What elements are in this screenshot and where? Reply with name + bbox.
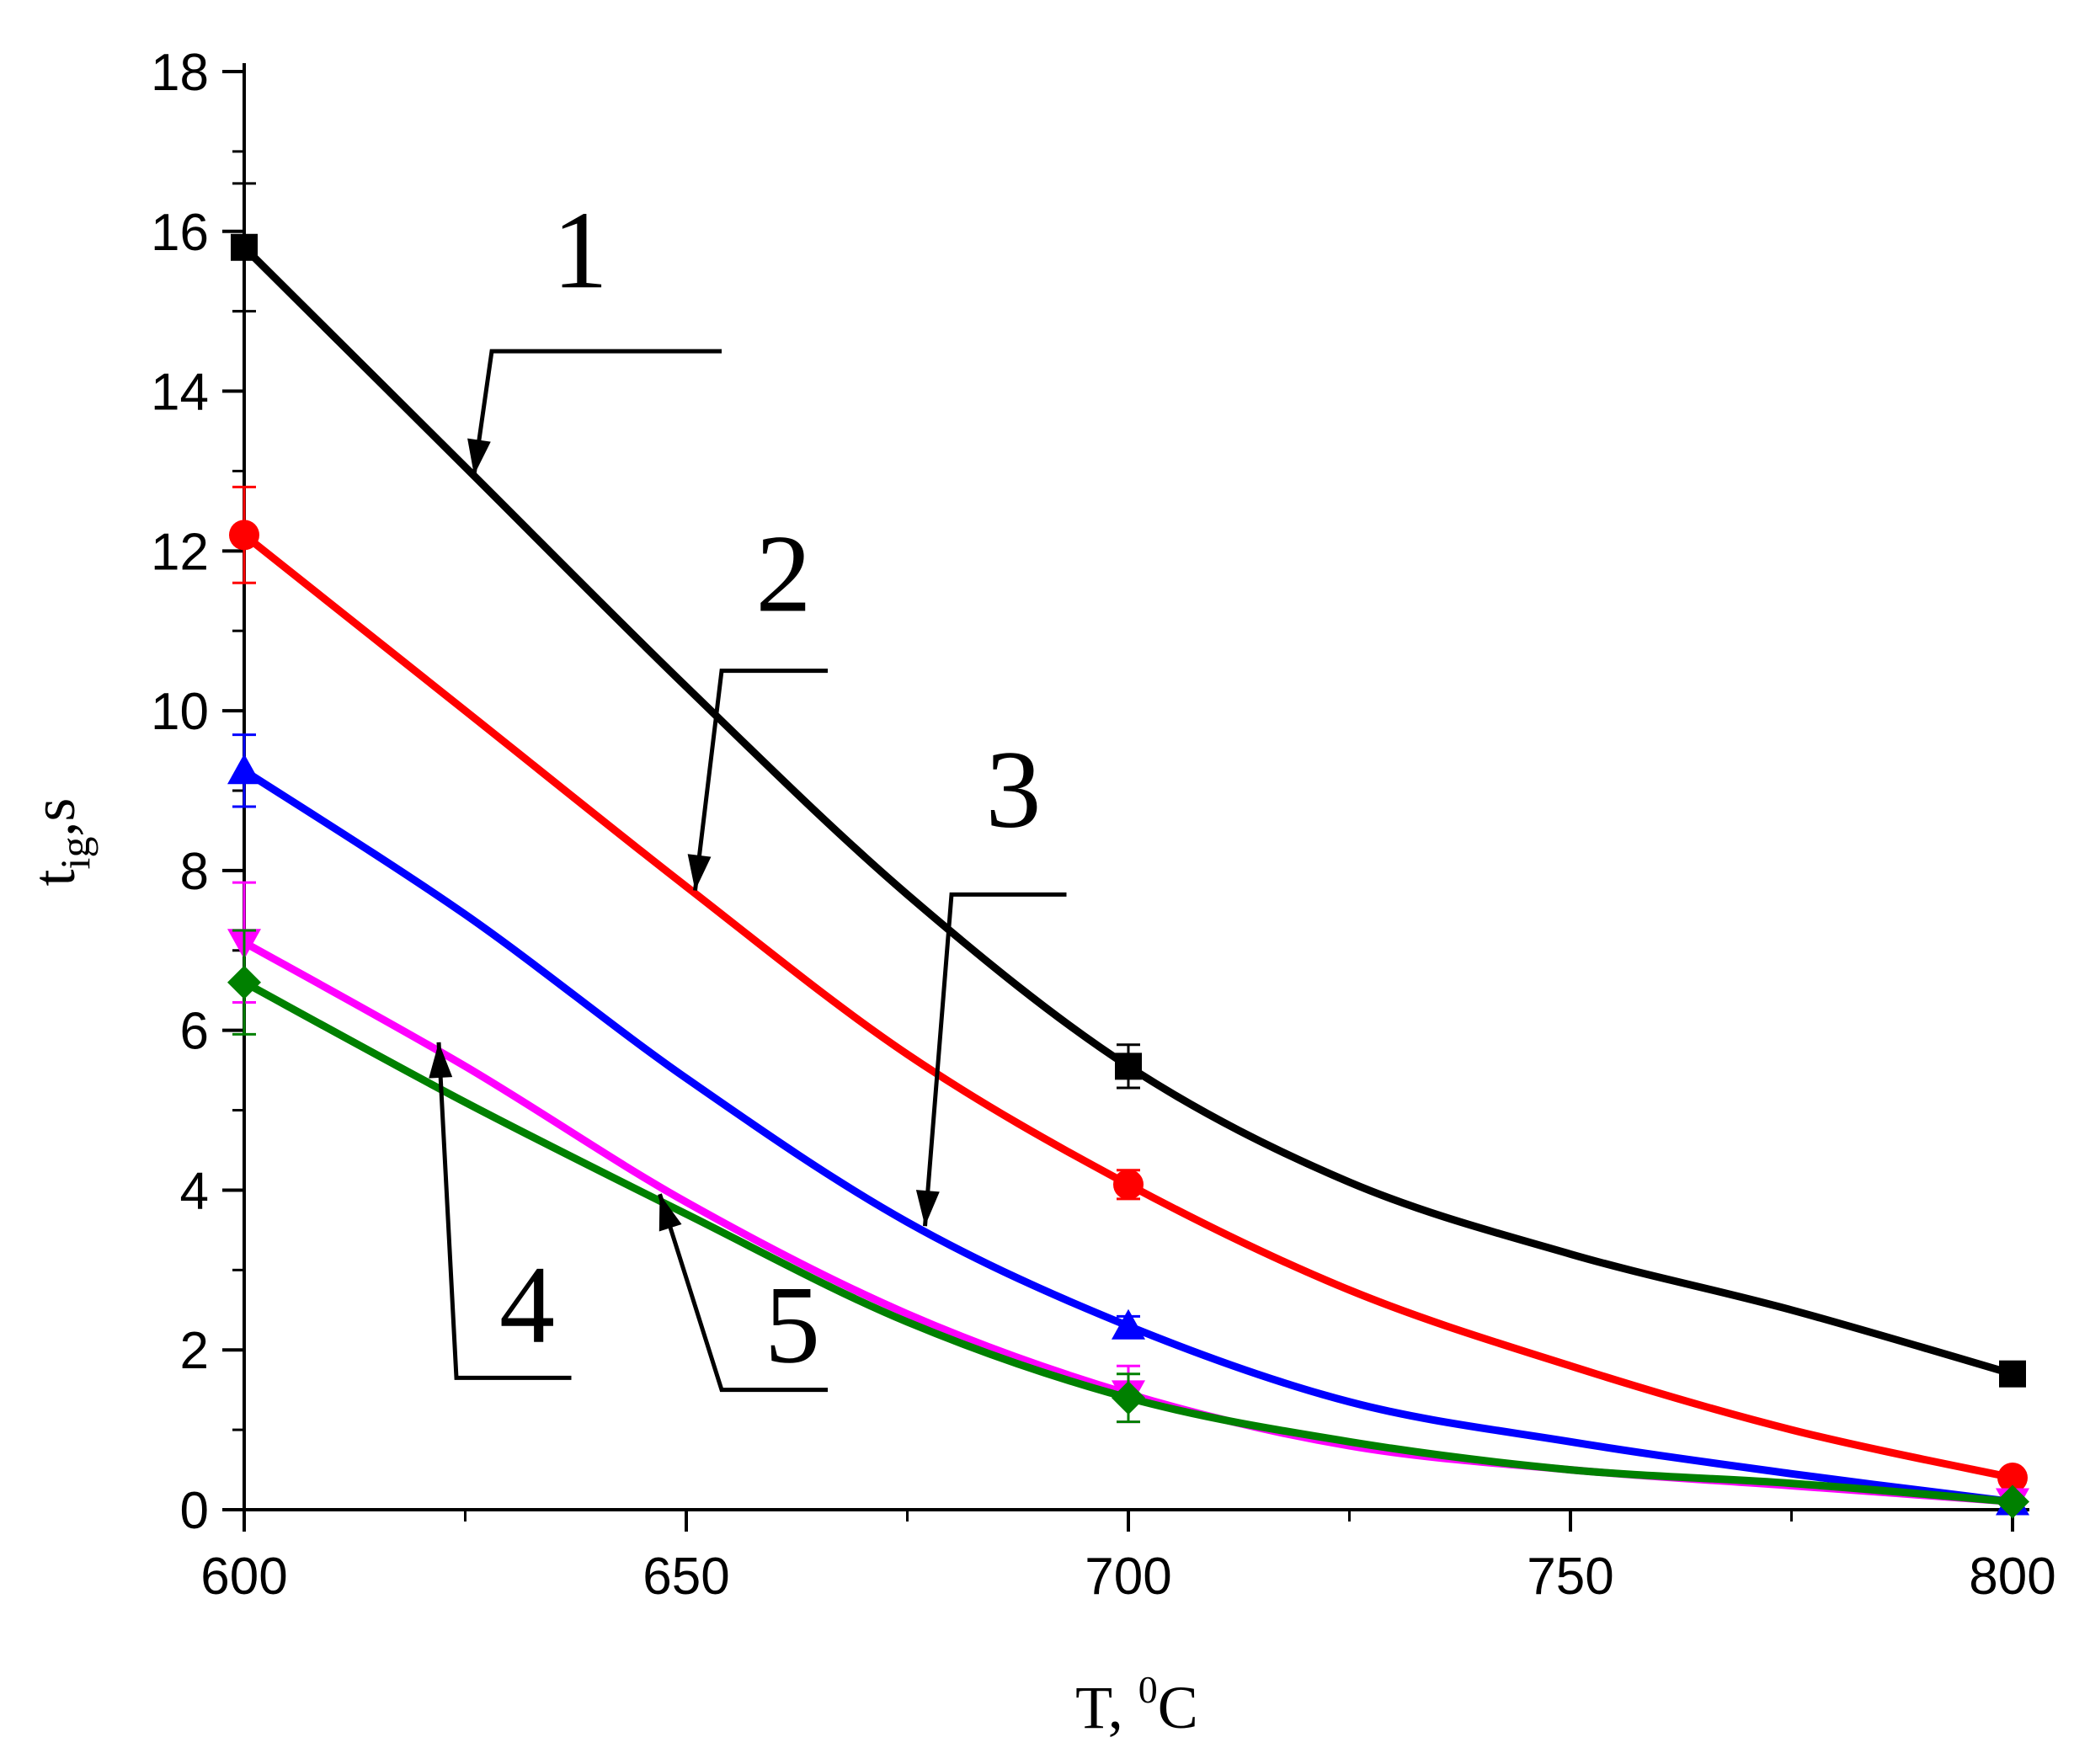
y-tick-label: 10 <box>151 683 209 741</box>
y-tick-label: 0 <box>180 1482 209 1540</box>
callout-line-3 <box>923 892 1067 1227</box>
callout-1: 1 <box>467 188 722 476</box>
x-axis-title: T, 0C <box>1075 1668 1198 1741</box>
y-tick-label: 8 <box>180 843 209 901</box>
callout-label-1: 1 <box>552 188 608 312</box>
y-tick-label: 12 <box>151 523 209 581</box>
marker-2 <box>1997 1463 2028 1494</box>
y-axis-title: tig,s <box>20 798 99 887</box>
series-line-3 <box>240 766 2017 1506</box>
series-5 <box>227 929 2029 1519</box>
marker-5 <box>1112 1381 1145 1415</box>
callout-arrowhead-4 <box>429 1042 453 1079</box>
callout-layer: 1 2 3 4 5 <box>429 188 1067 1393</box>
marker-5 <box>1996 1484 2029 1519</box>
callout-arrowhead-3 <box>915 1190 940 1227</box>
marker-3 <box>227 754 261 785</box>
callout-line-4 <box>436 1042 572 1380</box>
x-tick-label: 800 <box>1969 1548 2055 1606</box>
y-tick-label: 6 <box>180 1003 209 1061</box>
callout-5: 5 <box>658 1193 828 1393</box>
series-line-2 <box>240 530 2017 1482</box>
series-2 <box>229 485 2028 1494</box>
series-line-1 <box>240 243 2017 1378</box>
y-tick-label: 16 <box>151 204 209 262</box>
marker-1 <box>1999 1360 2026 1388</box>
y-tick-label: 14 <box>151 364 209 422</box>
marker-2 <box>229 520 259 551</box>
callout-arrowhead-2 <box>687 854 712 891</box>
callout-label-5: 5 <box>765 1262 820 1386</box>
marker-5 <box>227 965 261 999</box>
callout-line-2 <box>693 669 828 891</box>
callout-4: 4 <box>429 1042 572 1380</box>
y-axis-title-main: t <box>20 869 88 886</box>
x-axis-title-main: T, <box>1075 1674 1138 1741</box>
y-tick-label: 4 <box>180 1162 209 1220</box>
marker-1 <box>1115 1053 1142 1080</box>
x-tick-label: 600 <box>200 1548 287 1606</box>
x-axis-title-unit: C <box>1158 1674 1198 1741</box>
callout-arrowhead-1 <box>467 438 491 476</box>
y-tick-label: 18 <box>151 44 209 102</box>
callout-label-2: 2 <box>756 512 812 636</box>
x-tick-label: 700 <box>1085 1548 1171 1606</box>
callout-line-5 <box>658 1193 828 1393</box>
callout-3: 3 <box>915 727 1067 1227</box>
x-axis-title-sup: 0 <box>1138 1668 1158 1711</box>
marker-2 <box>1113 1169 1144 1200</box>
x-tick-label: 650 <box>642 1548 729 1606</box>
axis-titles: T, 0C tig,s <box>20 798 1198 1741</box>
y-axis-title-unit: ,s <box>20 798 88 837</box>
marker-3 <box>1112 1308 1145 1340</box>
y-tick-label: 2 <box>180 1322 209 1380</box>
callout-line-1 <box>472 349 722 476</box>
callout-label-4: 4 <box>499 1243 555 1367</box>
y-axis-title-sub: ig <box>51 837 99 870</box>
callout-label-3: 3 <box>986 727 1042 851</box>
marker-1 <box>231 233 258 261</box>
x-tick-label: 750 <box>1527 1548 1613 1606</box>
callout-arrowhead-5 <box>658 1194 682 1232</box>
series-1 <box>231 182 2026 1388</box>
callout-2: 2 <box>687 512 828 891</box>
series-layer <box>227 182 2029 1519</box>
